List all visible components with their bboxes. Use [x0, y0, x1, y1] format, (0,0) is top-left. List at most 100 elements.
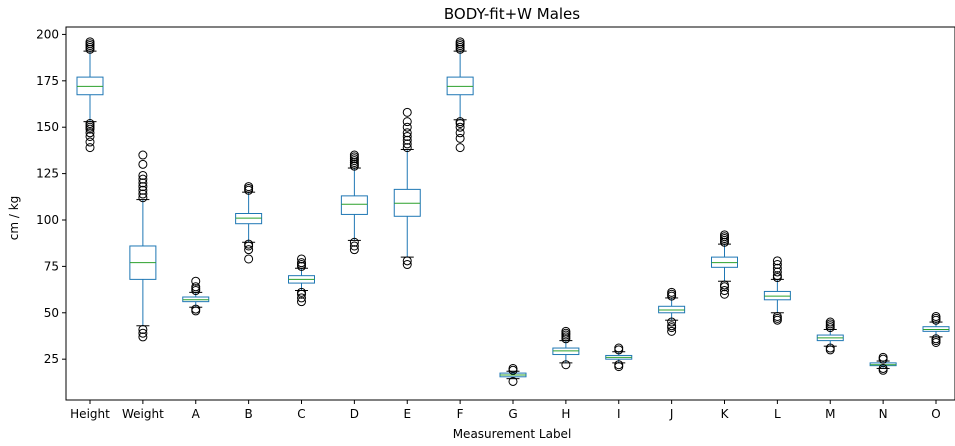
outlier-point — [349, 241, 359, 251]
x-tick-label: A — [192, 407, 201, 421]
outlier-point — [138, 193, 148, 203]
outlier-point — [878, 352, 888, 362]
outlier-point — [561, 326, 571, 336]
outlier-point — [614, 360, 624, 370]
outlier-point — [455, 117, 465, 127]
outlier-point — [138, 174, 148, 184]
outlier-point — [508, 363, 518, 373]
outlier-point — [455, 143, 465, 153]
outlier-point — [402, 131, 412, 141]
outlier-point — [402, 117, 412, 127]
x-tick-label: D — [350, 407, 359, 421]
outlier-point — [138, 159, 148, 169]
outlier-point — [720, 230, 729, 240]
outlier-point — [85, 137, 95, 147]
outlier-point — [297, 293, 306, 303]
y-tick-label: 75 — [44, 259, 59, 273]
outlier-point — [931, 336, 941, 346]
outlier-point — [455, 37, 465, 47]
outlier-point — [244, 183, 254, 193]
outlier-point — [667, 289, 677, 299]
outlier-point — [191, 284, 201, 294]
outlier-point — [455, 122, 465, 132]
outlier-point — [191, 304, 201, 314]
outlier-point — [455, 133, 465, 143]
outlier-point — [667, 321, 677, 331]
outlier-point — [402, 143, 412, 153]
outlier-point — [931, 334, 941, 344]
outlier-point — [931, 311, 941, 321]
outlier-point — [614, 362, 624, 372]
x-tick-label: Weight — [122, 407, 164, 421]
outlier-point — [402, 256, 412, 266]
outlier-point — [402, 122, 412, 132]
x-tick-label: K — [721, 407, 730, 421]
outlier-point — [297, 287, 306, 297]
outlier-point — [138, 328, 148, 338]
x-tick-label: O — [931, 407, 940, 421]
plot-area: 25 50 75 100 125 150 175 200 Height Weight A B C D E F G… — [36, 26, 955, 421]
outlier-point — [244, 254, 254, 264]
x-tick-label: E — [403, 407, 411, 421]
y-tick-label: 200 — [36, 27, 59, 41]
axes-frame — [65, 26, 955, 401]
x-tick-label: Height — [70, 407, 110, 421]
box-iqr — [340, 195, 368, 215]
outlier-point — [297, 297, 306, 307]
y-axis-label: cm / kg — [7, 196, 21, 241]
x-tick-label: B — [245, 407, 253, 421]
outlier-point — [244, 245, 254, 255]
outlier-point — [297, 258, 306, 268]
outlier-point — [508, 376, 518, 386]
outlier-point — [825, 345, 835, 355]
outlier-point — [931, 313, 941, 323]
outlier-point — [772, 313, 782, 323]
x-tick-label: N — [879, 407, 888, 421]
outlier-point — [85, 37, 95, 47]
outlier-point — [138, 332, 148, 342]
outlier-point — [191, 276, 201, 286]
outlier-point — [402, 107, 412, 117]
outlier-point — [772, 271, 782, 281]
outlier-point — [191, 306, 201, 316]
x-tick-label: L — [774, 407, 781, 421]
outlier-point — [138, 170, 148, 180]
outlier-point — [138, 178, 148, 188]
outlier-point — [878, 363, 888, 373]
outlier-point — [402, 139, 412, 149]
outlier-point — [138, 324, 148, 334]
outlier-point — [85, 143, 95, 153]
outlier-point — [772, 260, 782, 270]
outlier-point — [349, 237, 359, 247]
y-tick-label: 50 — [44, 306, 59, 320]
outlier-point — [297, 254, 306, 264]
outlier-point — [138, 185, 148, 195]
y-tick-label: 150 — [36, 120, 59, 134]
outlier-point — [138, 182, 148, 192]
x-tick-label: J — [669, 407, 674, 421]
y-tick-label: 25 — [44, 352, 59, 366]
outlier-point — [138, 189, 148, 199]
outlier-point — [402, 260, 412, 270]
outlier-point — [772, 263, 782, 273]
outlier-point — [772, 256, 782, 266]
outlier-point — [720, 286, 729, 296]
y-tick-label: 175 — [36, 74, 59, 88]
chart-title: BODY-fit+W Males — [444, 5, 580, 23]
outlier-point — [85, 131, 95, 141]
outlier-point — [720, 280, 729, 290]
outlier-point — [772, 311, 782, 321]
outlier-point — [667, 317, 677, 327]
outlier-point — [349, 245, 359, 255]
outlier-point — [138, 150, 148, 160]
outlier-point — [85, 118, 95, 128]
outlier-point — [614, 343, 624, 353]
outlier-point — [85, 128, 95, 138]
x-tick-label: F — [457, 407, 464, 421]
x-tick-label: C — [297, 407, 305, 421]
x-tick-label: M — [825, 407, 835, 421]
outlier-point — [349, 150, 359, 160]
outlier-point — [667, 287, 677, 297]
outlier-point — [455, 128, 465, 138]
